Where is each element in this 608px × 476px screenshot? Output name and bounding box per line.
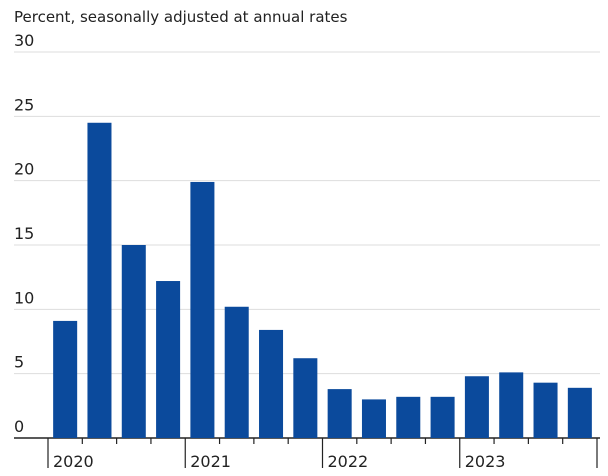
bar	[121, 245, 146, 438]
bar	[396, 396, 421, 438]
y-tick-label: 15	[14, 224, 34, 243]
y-tick-label: 5	[14, 353, 24, 372]
y-tick-label: 20	[14, 160, 34, 179]
bar	[567, 387, 592, 438]
x-group-label: 2021	[190, 452, 231, 471]
y-tick-label: 25	[14, 95, 34, 114]
x-group-label: 2020	[53, 452, 94, 471]
x-group-label: 2022	[328, 452, 369, 471]
bar	[430, 396, 455, 438]
bar	[156, 281, 181, 438]
y-tick-label: 30	[14, 31, 34, 50]
bar	[499, 372, 524, 438]
bar	[464, 376, 489, 438]
bar	[259, 329, 284, 438]
y-tick-label: 0	[14, 417, 24, 436]
bar	[190, 181, 215, 438]
bar	[361, 399, 386, 438]
bar	[224, 306, 249, 438]
x-group-label: 2023	[465, 452, 506, 471]
y-tick-label: 10	[14, 288, 34, 307]
bar	[533, 382, 558, 438]
bar	[327, 389, 352, 438]
chart-subtitle: Percent, seasonally adjusted at annual r…	[14, 8, 348, 26]
bar	[87, 122, 112, 439]
bar	[293, 358, 318, 438]
bar	[53, 320, 78, 438]
